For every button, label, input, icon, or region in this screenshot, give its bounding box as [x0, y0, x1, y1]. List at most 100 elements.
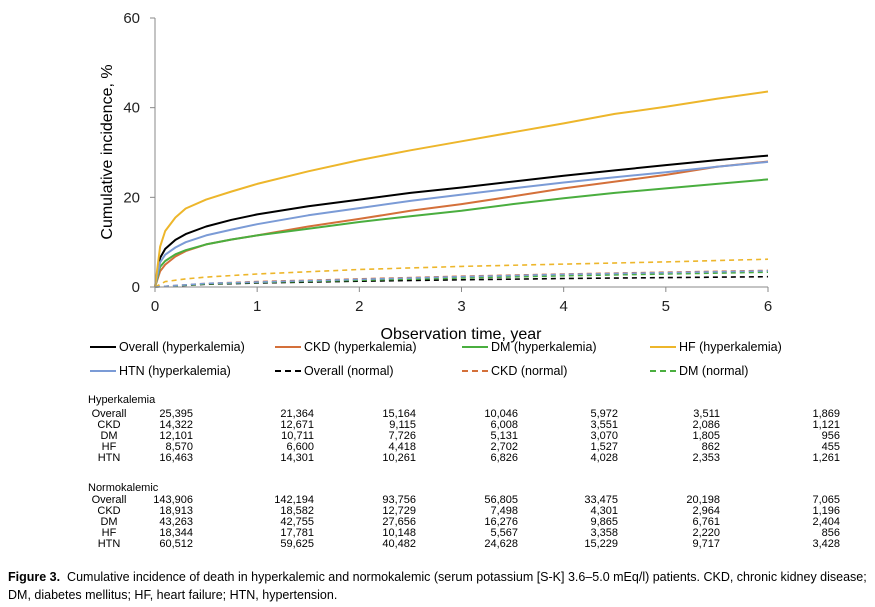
risk-row-label: Overall [91, 408, 127, 420]
risk-cell: 18,582 [280, 505, 314, 517]
risk-row-label: CKD [97, 505, 121, 517]
risk-cell: 43,263 [159, 516, 193, 528]
risk-cell: 956 [821, 430, 840, 442]
risk-cell: 2,220 [692, 527, 720, 539]
x-axis-title: Observation time, year [381, 326, 543, 343]
risk-cell: 10,046 [484, 408, 518, 420]
legend-swatch [90, 370, 116, 372]
series-line-overall-hyperkalemia [154, 154, 769, 288]
risk-cell: 7,065 [812, 494, 840, 506]
series-line-dm-normal [154, 271, 769, 288]
risk-cell: 15,229 [584, 538, 618, 550]
risk-row: Overall 143,906 142,194 93,756 56,805 33,475 2… [88, 495, 858, 506]
risk-cell: 15,164 [382, 408, 416, 420]
series-line-ckd-hyperkalemia [154, 160, 769, 288]
legend-item: CKD (hyperkalemia) [275, 340, 417, 354]
legend-item: Overall (normal) [275, 364, 394, 378]
legend-label: HF (hyperkalemia) [679, 340, 782, 354]
x-tick-label: 3 [457, 298, 465, 315]
risk-cell: 455 [821, 441, 840, 453]
risk-cell: 2,702 [490, 441, 518, 453]
risk-cell: 93,756 [382, 494, 416, 506]
risk-row-label: HTN [97, 452, 121, 464]
risk-cell: 24,628 [484, 538, 518, 550]
risk-row: CKD 18,913 18,582 12,729 7,498 4,301 2,964 1,19… [88, 506, 858, 517]
legend-label: Overall (hyperkalemia) [119, 340, 245, 354]
y-tick-label: 60 [123, 10, 140, 27]
legend-swatch [650, 370, 676, 372]
x-tick-label: 6 [764, 298, 772, 315]
figure-caption: Figure 3. Cumulative incidence of death … [8, 568, 870, 604]
risk-cell: 7,726 [388, 430, 416, 442]
risk-cell: 4,028 [590, 452, 618, 464]
legend-item: HTN (hyperkalemia) [90, 364, 231, 378]
risk-cell: 27,656 [382, 516, 416, 528]
risk-cell: 1,196 [812, 505, 840, 517]
x-tick-label: 2 [355, 298, 363, 315]
legend: Overall (hyperkalemia) CKD (hyperkalemia)… [90, 340, 850, 388]
risk-cell: 7,498 [490, 505, 518, 517]
legend-swatch [462, 370, 488, 372]
series-line-hf-hyperkalemia [154, 90, 769, 288]
risk-row-label: CKD [97, 419, 121, 431]
risk-row-label: Overall [91, 494, 127, 506]
risk-cell: 10,261 [382, 452, 416, 464]
risk-cell: 18,913 [159, 505, 193, 517]
series-line-dm-hyperkalemia [154, 178, 769, 288]
legend-item: Overall (hyperkalemia) [90, 340, 245, 354]
risk-cell: 5,972 [590, 408, 618, 420]
risk-cell: 8,570 [165, 441, 193, 453]
legend-swatch [275, 346, 301, 348]
legend-label: DM (hyperkalemia) [491, 340, 597, 354]
risk-cell: 40,482 [382, 538, 416, 550]
risk-cell: 9,115 [389, 419, 416, 431]
risk-cell: 60,512 [159, 538, 193, 550]
legend-item: CKD (normal) [462, 364, 567, 378]
risk-cell: 14,301 [280, 452, 314, 464]
x-tick-label: 0 [151, 298, 159, 315]
risk-cell: 4,418 [388, 441, 416, 453]
risk-rows-normokalemic: Overall 143,906 142,194 93,756 56,805 33,475 2… [88, 495, 858, 550]
risk-cell: 5,567 [490, 527, 518, 539]
series-layer [154, 90, 769, 288]
risk-cell: 1,261 [812, 452, 840, 464]
risk-cell: 2,964 [692, 505, 720, 517]
risk-cell: 17,781 [280, 527, 314, 539]
x-tick-label: 4 [559, 298, 567, 315]
risk-cell: 856 [821, 527, 840, 539]
x-tick-label: 5 [662, 298, 670, 315]
y-tick-label: 20 [123, 189, 140, 206]
risk-row: HF 18,344 17,781 10,148 5,567 3,358 2,220 856 [88, 528, 858, 539]
caption-text: Cumulative incidence of death in hyperka… [8, 570, 867, 602]
legend-swatch [275, 370, 301, 372]
risk-section-title-hyperkalemia: Hyperkalemia [88, 394, 156, 406]
x-tick-label: 1 [253, 298, 261, 315]
risk-cell: 1,869 [812, 408, 840, 420]
risk-cell: 20,198 [686, 494, 720, 506]
legend-label: DM (normal) [679, 364, 749, 378]
risk-row-label: HF [101, 527, 117, 539]
legend-item: HF (hyperkalemia) [650, 340, 782, 354]
series-line-overall-normal [154, 275, 769, 288]
risk-row: Overall 25,395 21,364 15,164 10,046 5,972 3,51… [88, 409, 858, 420]
risk-cell: 33,475 [584, 494, 618, 506]
series-line-hf-normal [154, 258, 769, 288]
risk-row: CKD 14,322 12,671 9,115 6,008 3,551 2,086 1,121 [88, 420, 858, 431]
risk-cell: 143,906 [153, 494, 193, 506]
risk-cell: 2,086 [692, 419, 720, 431]
risk-cell: 3,428 [812, 538, 840, 550]
caption-label: Figure 3. [8, 570, 61, 584]
risk-cell: 9,865 [590, 516, 618, 528]
y-axis-title: Cumulative incidence, % [99, 64, 116, 239]
risk-cell: 12,729 [382, 505, 416, 517]
risk-cell: 9,717 [692, 538, 720, 550]
legend-label: CKD (hyperkalemia) [304, 340, 417, 354]
risk-row: HF 8,570 6,600 4,418 2,702 1,527 862 455 [88, 442, 858, 453]
risk-cell: 1,527 [590, 441, 618, 453]
risk-cell: 3,511 [693, 408, 720, 420]
risk-cell: 6,008 [490, 419, 518, 431]
legend-label: HTN (hyperkalemia) [119, 364, 231, 378]
risk-cell: 5,131 [490, 430, 518, 442]
risk-cell: 3,358 [590, 527, 618, 539]
